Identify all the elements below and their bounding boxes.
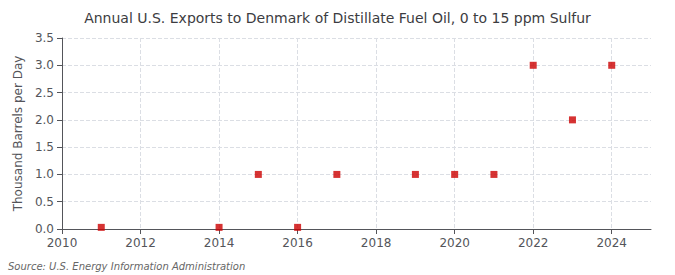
svg-text:2010: 2010 <box>47 236 78 250</box>
svg-text:2.5: 2.5 <box>35 86 54 100</box>
svg-text:2016: 2016 <box>282 236 313 250</box>
svg-text:Annual U.S. Exports to Denmark: Annual U.S. Exports to Denmark of Distil… <box>84 10 591 26</box>
svg-text:0.5: 0.5 <box>35 195 54 209</box>
svg-text:1.5: 1.5 <box>35 140 54 154</box>
svg-text:3.5: 3.5 <box>35 31 54 45</box>
svg-text:0.0: 0.0 <box>35 222 54 236</box>
svg-text:2020: 2020 <box>439 236 470 250</box>
svg-text:2022: 2022 <box>518 236 549 250</box>
svg-text:2024: 2024 <box>596 236 627 250</box>
svg-text:3.0: 3.0 <box>35 58 54 72</box>
svg-text:2018: 2018 <box>361 236 392 250</box>
svg-text:Thousand Barrels per Day: Thousand Barrels per Day <box>11 56 25 213</box>
svg-text:1.0: 1.0 <box>35 167 54 181</box>
svg-text:2.0: 2.0 <box>35 113 54 127</box>
svg-text:2012: 2012 <box>125 236 156 250</box>
svg-text:Source: U.S. Energy Informatio: Source: U.S. Energy Information Administ… <box>8 261 245 272</box>
svg-text:2014: 2014 <box>204 236 235 250</box>
